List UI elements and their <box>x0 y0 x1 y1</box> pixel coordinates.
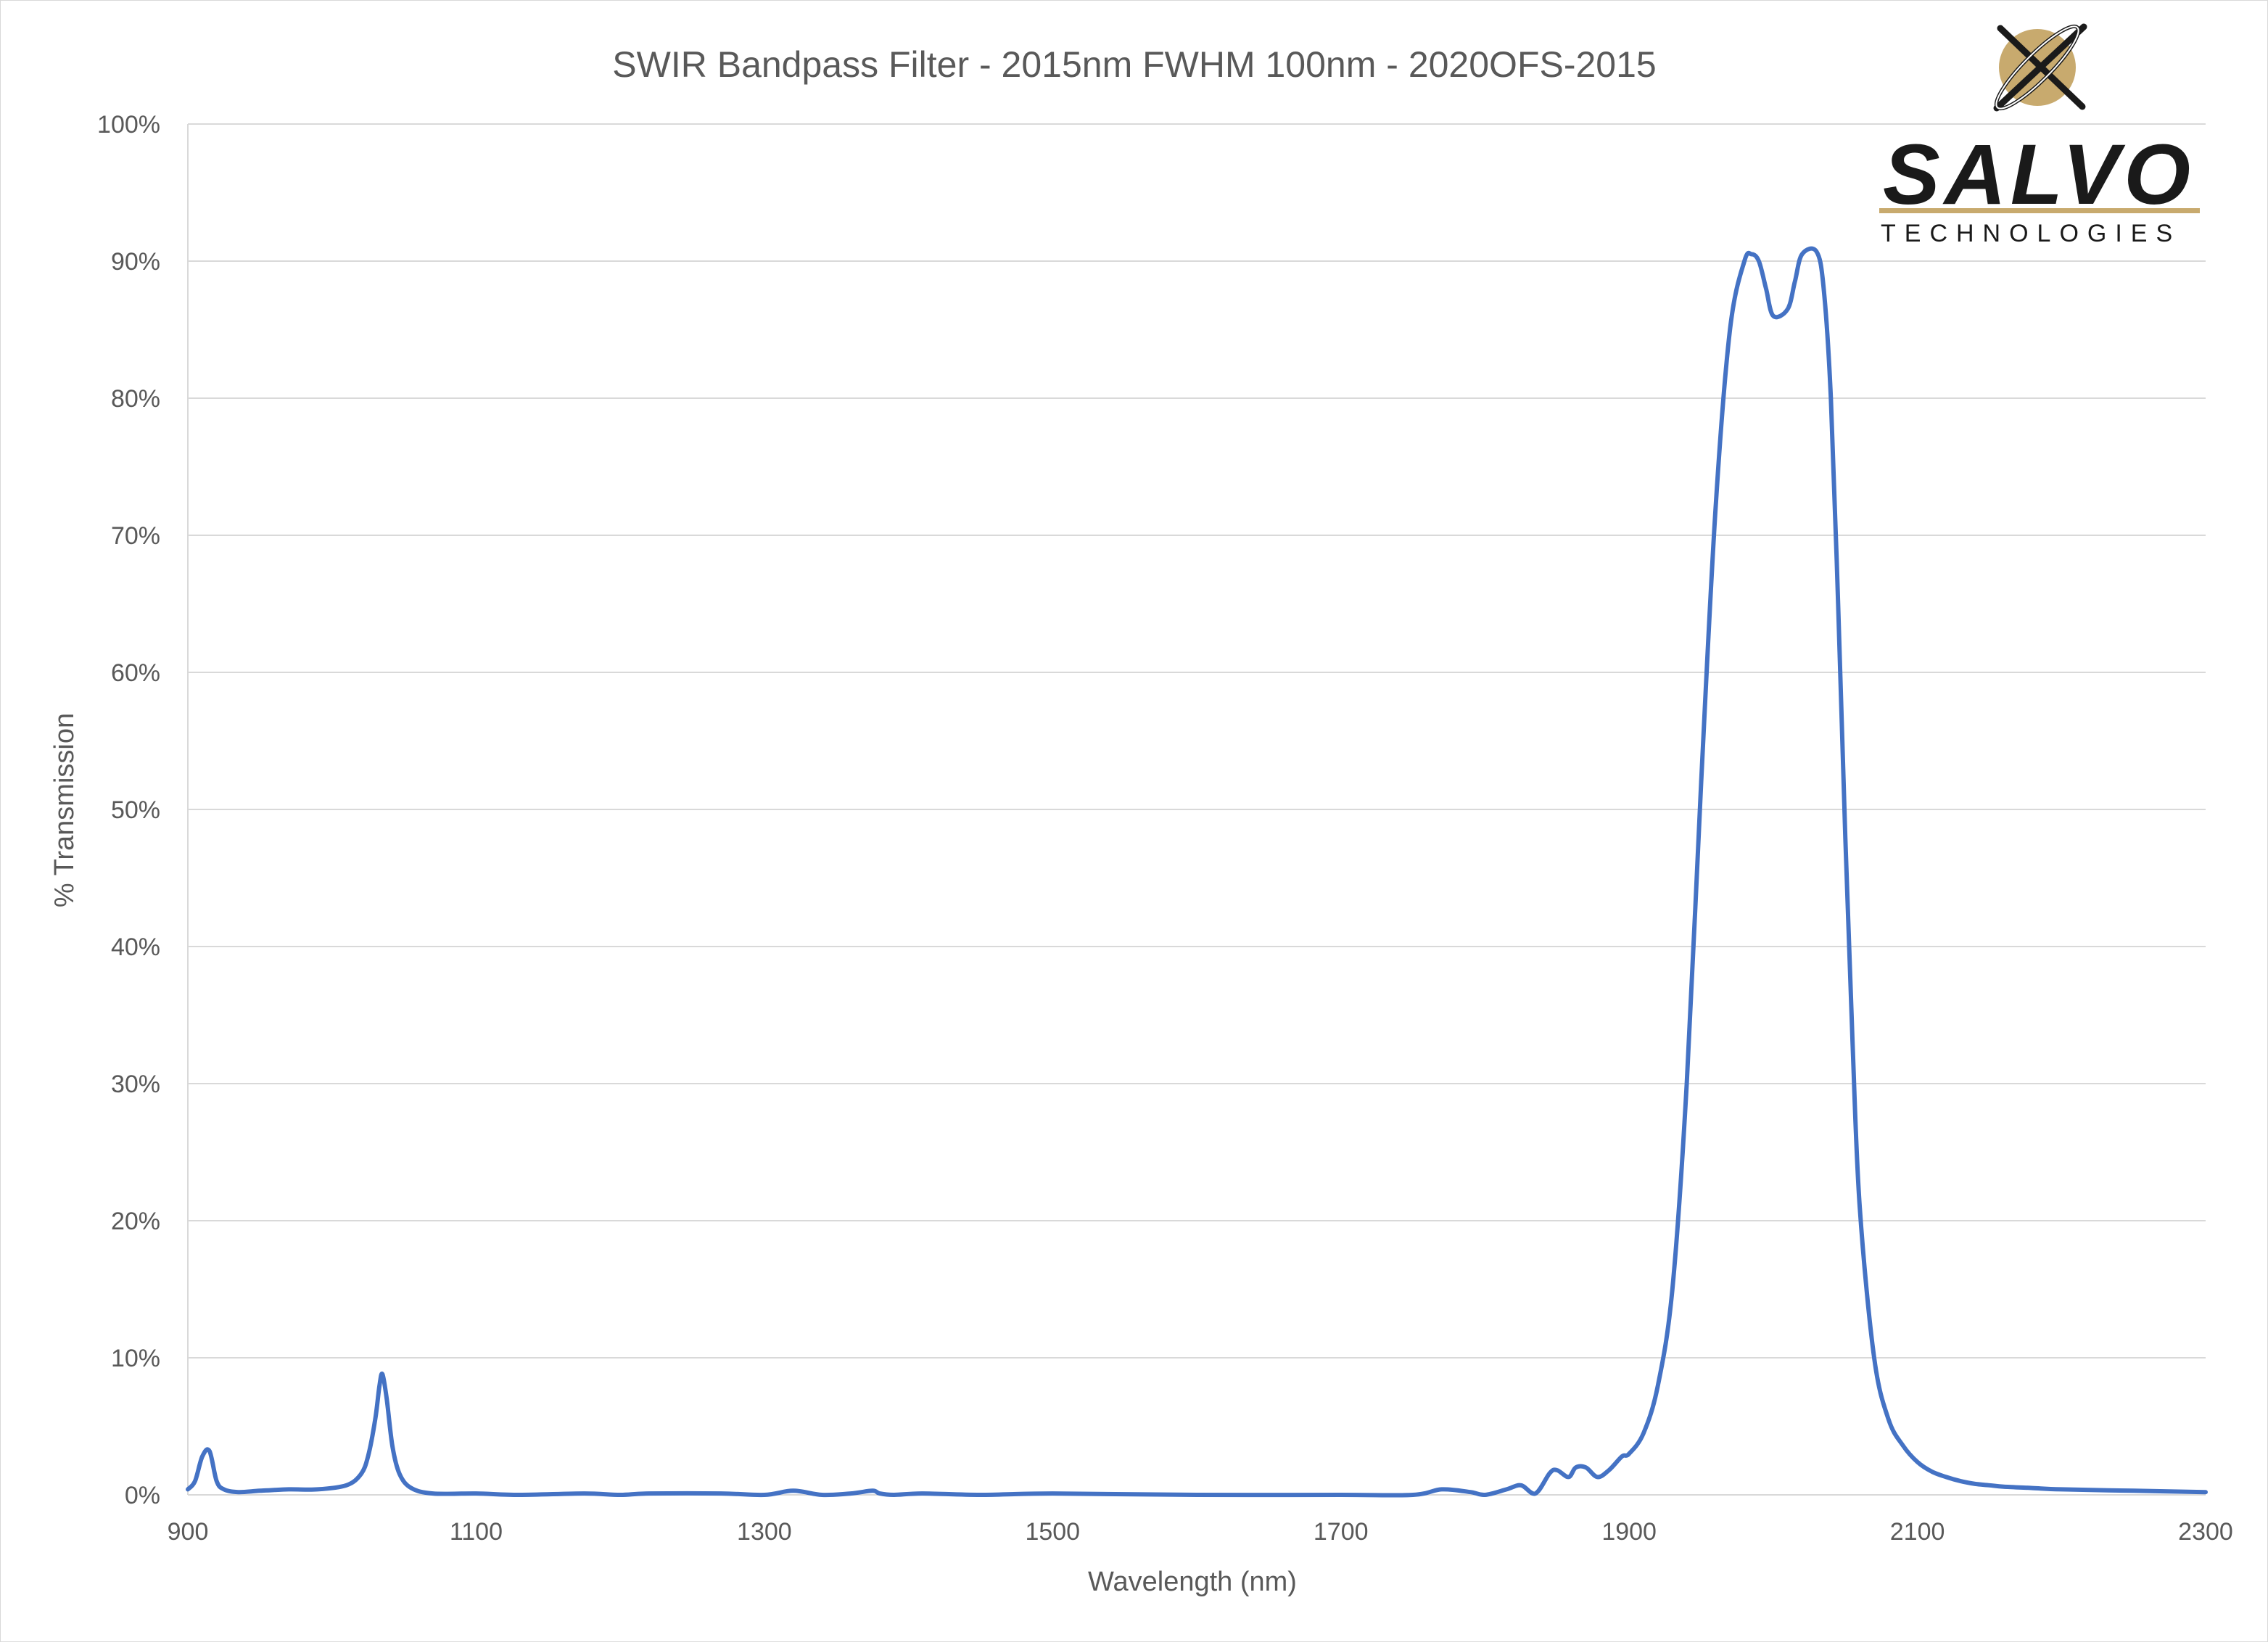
y-tick-label: 100% <box>97 111 160 139</box>
y-axis-label: % Transmission <box>49 713 80 907</box>
x-tick-labels: 900 1100 1300 1500 1700 1900 2100 2300 <box>168 1518 2233 1546</box>
y-tick-label: 10% <box>111 1345 160 1372</box>
y-tick-label: 20% <box>111 1208 160 1235</box>
salvo-logo: SALVO TECHNOLOGIES <box>1879 23 2200 247</box>
y-tick-labels: 0% 10% 20% 30% 40% 50% 60% 70% 80% 90% 100% <box>97 111 160 1509</box>
x-tick-label: 1900 <box>1601 1518 1657 1546</box>
y-tick-label: 90% <box>111 248 160 276</box>
y-tick-label: 70% <box>111 522 160 550</box>
x-tick-label: 1300 <box>737 1518 792 1546</box>
transmission-series-line <box>186 246 2208 1498</box>
x-tick-label: 2300 <box>2178 1518 2233 1546</box>
series-layer <box>186 246 2208 1498</box>
y-tick-label: 0% <box>125 1482 160 1509</box>
logo-divider <box>1879 208 2200 213</box>
chart-title: SWIR Bandpass Filter - 2015nm FWHM 100nm… <box>612 44 1656 85</box>
y-tick-label: 60% <box>111 659 160 687</box>
y-tick-label: 30% <box>111 1071 160 1098</box>
y-tick-label: 80% <box>111 385 160 413</box>
grid <box>187 123 2206 1496</box>
x-tick-label: 900 <box>168 1518 209 1546</box>
y-tick-label: 50% <box>111 796 160 824</box>
x-tick-label: 1700 <box>1314 1518 1369 1546</box>
x-tick-label: 1100 <box>450 1518 503 1546</box>
x-axis-label: Wavelength (nm) <box>1088 1567 1297 1597</box>
logo-wordmark: SALVO <box>1883 127 2195 223</box>
logo-subtitle: TECHNOLOGIES <box>1881 220 2181 247</box>
logo-emblem-icon <box>1993 23 2087 112</box>
x-tick-label: 2100 <box>1890 1518 1945 1546</box>
y-tick-label: 40% <box>111 933 160 961</box>
x-tick-label: 1500 <box>1025 1518 1080 1546</box>
